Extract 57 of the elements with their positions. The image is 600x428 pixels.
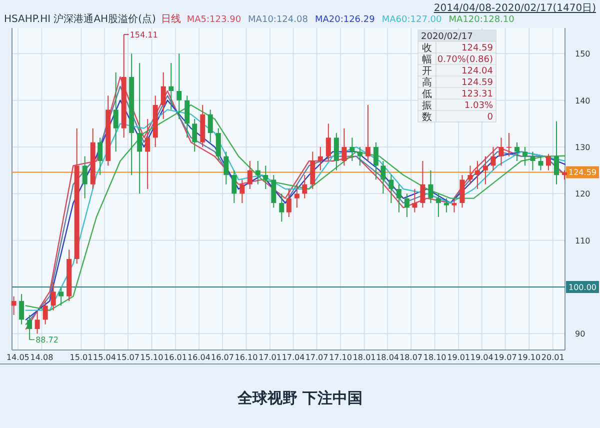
annotation: 收 [422,43,432,54]
annotation: 123.31 [462,90,493,100]
x-tick-label: 14.08 [30,353,54,362]
y-tick-label: 130 [575,143,590,152]
y-tick-label: 120 [575,190,590,199]
x-tick-label: 18.07 [400,353,423,362]
x-tick-label: 20.01 [541,353,564,362]
x-tick-label: 16.01 [164,353,187,362]
x-tick-label: 16.10 [234,353,258,362]
x-tick-label: 19.01 [447,353,470,362]
chart-title: HSAHP.HI 沪深港通AH股溢价(点) [4,13,156,25]
chart-subtitle: 日线 [160,13,181,25]
x-tick-label: 17.10 [329,353,352,362]
x-tick-label: 19.04 [470,353,494,362]
x-tick-label: 18.01 [352,353,376,362]
text: MA5:123.90 [186,15,242,25]
text: MA10:124.08 [248,15,308,25]
annotation: 低 [422,89,432,100]
x-tick-label: 15.04 [93,353,116,362]
ref-line-label: 124.59 [568,168,596,178]
annotation: 数 [422,112,432,123]
y-tick-label: 140 [575,96,590,106]
annotation: 0.70%(0.86) [437,55,493,65]
annotation: 2020/02/17 [421,32,473,42]
annotation: 开 [422,66,432,77]
annotation: 88.72 [36,336,58,345]
y-tick-label: 150 [575,50,590,59]
x-tick-label: 19.10 [518,353,541,362]
x-tick-label: 17.07 [305,353,328,362]
x-tick-label: 14.05 [6,353,30,362]
x-tick-label: 17.01 [258,353,282,362]
y-tick-label: 90 [575,330,586,339]
annotation: 124.59 [462,44,494,54]
x-tick-label: 18.04 [376,353,400,362]
x-tick-label: 16.04 [188,353,210,362]
ref-line-label: 100.00 [568,283,596,292]
annotation: 124.59 [462,78,494,88]
x-tick-label: 16.07 [211,353,234,362]
annotation: 1.03% [464,101,494,111]
text: 2014/04/08-2020/02/17(1470日) [434,3,596,14]
x-tick-label: 15.07 [116,353,140,362]
text: MA120:128.10 [448,15,515,25]
text: MA60:127.00 [382,15,442,25]
annotation: 高 [422,76,432,88]
text: 全球视野 下注中国 [236,389,363,407]
x-tick-label: 18.10 [423,353,446,362]
x-tick-label: 17.04 [282,353,305,362]
x-tick-label: 15.01 [70,353,93,362]
annotation: 124.04 [462,66,494,76]
text: MA20:126.29 [314,15,376,25]
annotation: 154.11 [130,30,158,40]
annotation: 幅 [422,54,432,66]
x-tick-label: 19.07 [494,353,517,362]
annotation: 0 [487,112,494,122]
x-tick-label: 15.10 [140,353,164,362]
y-tick-label: 110 [575,236,590,246]
annotation: 振 [422,100,432,112]
